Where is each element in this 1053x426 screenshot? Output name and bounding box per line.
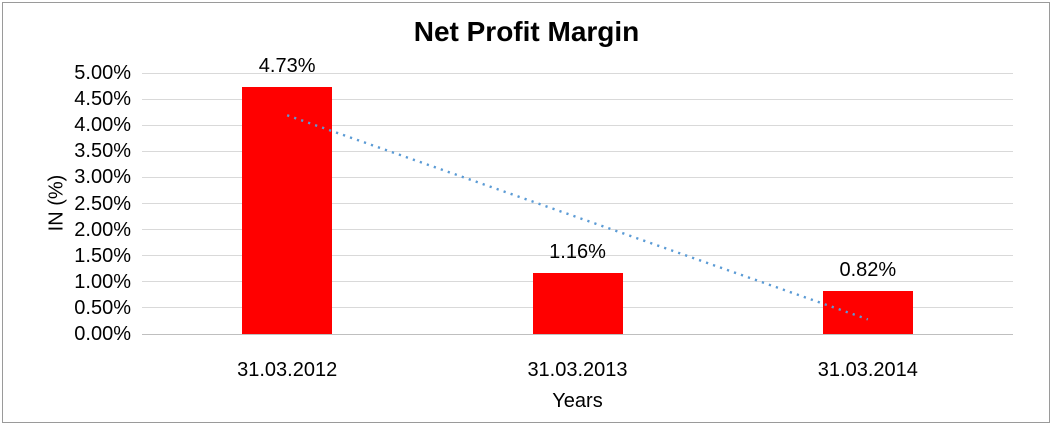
x-tick-label: 31.03.2014 (817, 359, 918, 381)
bar-data-label: 1.16% (549, 241, 606, 264)
bar (822, 291, 913, 334)
y-tick-label: 4.50% (74, 88, 131, 111)
bar (532, 273, 623, 334)
x-axis-title: Years (552, 390, 603, 412)
x-tick-label: 31.03.2012 (237, 359, 338, 381)
plot-area: 4.73% 31.03.2012 1.16% 31.03.2013 0.82% 31.03… (142, 55, 1013, 381)
y-tick-label: 4.00% (74, 114, 131, 137)
y-tick-label: 1.00% (74, 270, 131, 293)
chart-title: Net Profit Margin (413, 16, 640, 47)
gridline (142, 72, 1013, 74)
y-tick-label: 2.50% (74, 192, 131, 215)
bar-data-label: 4.73% (258, 55, 316, 78)
y-tick-label: 2.00% (74, 218, 131, 241)
x-tick-label: 31.03.2013 (527, 359, 628, 381)
bar-data-label: 0.82% (839, 259, 897, 282)
y-tick-label: 0.50% (74, 296, 131, 319)
bar (242, 87, 333, 334)
y-tick-label: 5.00% (74, 62, 131, 84)
y-tick-label: 1.50% (74, 244, 131, 267)
y-tick-label: 0.00% (74, 323, 131, 345)
y-tick-label: 3.00% (74, 166, 131, 189)
gridline (142, 98, 1013, 100)
x-axis-line (142, 333, 1013, 335)
y-axis: 0.00% 0.50% 1.00% 1.50% 2.00% 2.50% 3.00% 3.50%… (0, 62, 131, 345)
y-tick-label: 3.50% (74, 140, 131, 163)
